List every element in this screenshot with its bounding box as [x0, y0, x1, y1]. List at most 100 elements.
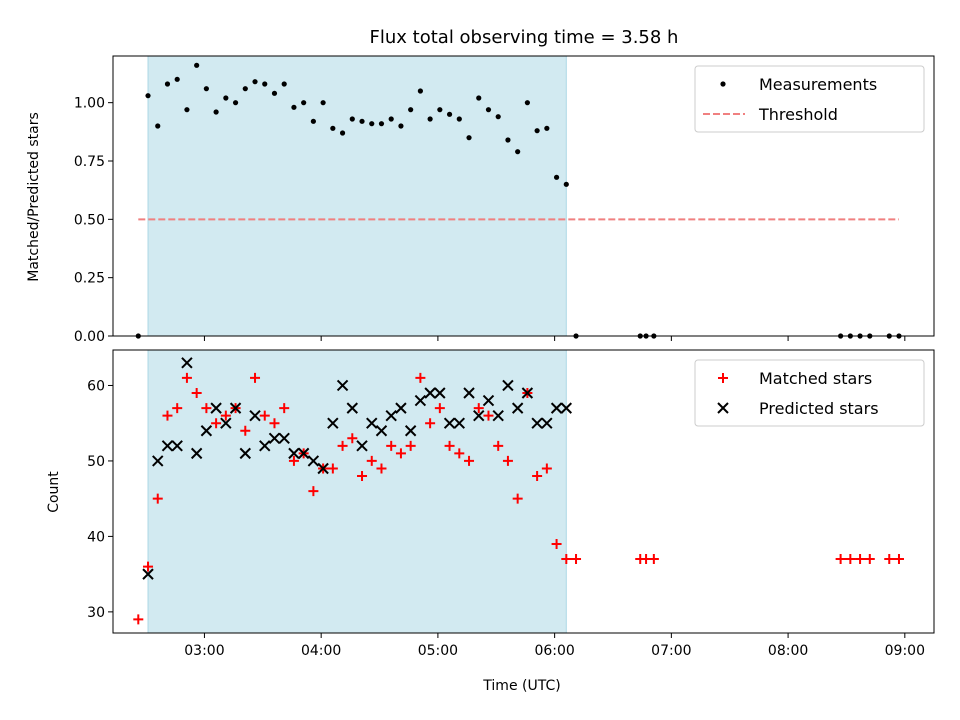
top-legend-box — [694, 65, 925, 133]
bottom-series-0-point-1 — [143, 561, 154, 572]
bottom-y-tick-label-1: 40 — [87, 529, 105, 545]
bottom-series-1-point-32 — [453, 417, 466, 429]
bottom-panel: 03:00 04:00 05:00 06:00 07:00 08:00 09:00 30 40 5… — [87, 349, 935, 659]
bottom-series-1-point-25 — [385, 409, 397, 422]
top-series-0-point-32 — [446, 111, 453, 117]
top-series-0-point-41 — [534, 128, 540, 134]
bottom-series-1-point-40 — [531, 417, 543, 429]
bottom-series-0-point-14 — [269, 418, 280, 429]
top-series-0-point-11 — [242, 86, 248, 92]
bottom-series-1-point-34 — [473, 409, 485, 422]
bottom-series-0-point-20 — [327, 463, 338, 474]
top-series-0-point-37 — [495, 114, 501, 120]
bottom-series-1-point-17 — [307, 455, 320, 467]
top-series-0-point-13 — [262, 81, 268, 87]
top-series-0-point-43 — [553, 174, 560, 180]
top-series-0-point-22 — [349, 116, 355, 122]
top-series-0-point-20 — [330, 125, 336, 131]
top-y-tick-label-4: 1.00 — [74, 96, 105, 112]
top-series-0-point-6 — [194, 62, 200, 68]
top-panel: 0.00 0.25 0.50 0.75 1.00 Measurements Threshol… — [74, 55, 935, 345]
bottom-series-1-point-0 — [142, 568, 154, 580]
bottom-series-1-point-39 — [521, 387, 534, 399]
bottom-series-0-point-31 — [434, 403, 445, 414]
top-series-0-point-9 — [223, 95, 229, 101]
bottom-y-axis-label: Count — [46, 471, 62, 513]
top-series-0-point-3 — [164, 81, 171, 87]
bottom-series-0-point-42 — [541, 463, 552, 474]
bottom-series-1-point-6 — [200, 425, 213, 437]
bottom-series-1-point-1 — [152, 455, 164, 467]
bottom-series-1-point-31 — [443, 417, 456, 429]
bottom-series-0-point-53 — [884, 554, 895, 565]
top-series-0-point-40 — [524, 100, 530, 106]
bottom-series-0-point-0 — [133, 614, 144, 625]
top-series-0-point-24 — [369, 121, 375, 127]
bottom-x-tick-label-3: 06:00 — [534, 643, 574, 659]
bottom-legend-swatch-1 — [717, 402, 729, 414]
bottom-series-1-point-42 — [550, 402, 563, 414]
top-series-0-point-18 — [310, 118, 316, 124]
bottom-series-0-point-51 — [855, 554, 866, 565]
bottom-series-0-point-18 — [308, 486, 319, 497]
top-series-0-point-44 — [563, 181, 569, 187]
bottom-series-0-point-50 — [845, 554, 856, 565]
bottom-series-0-point-52 — [864, 554, 875, 565]
top-y-axis-label: Matched/Predicted stars — [26, 112, 42, 282]
chart-title: Flux total observing time = 3.58 h — [370, 27, 679, 48]
top-legend-label-0: Measurements — [759, 75, 877, 94]
bottom-series-1-point-8 — [220, 417, 232, 429]
bottom-series-1-point-14 — [278, 432, 290, 445]
bottom-y-tick-label-0: 30 — [87, 605, 105, 621]
bottom-series-1-point-20 — [336, 379, 349, 392]
bottom-series-0-point-33 — [454, 448, 465, 459]
top-series-0-point-28 — [408, 107, 414, 113]
bottom-series-1-point-24 — [375, 425, 388, 437]
bottom-series-0-point-39 — [512, 493, 523, 504]
top-series-0-point-34 — [466, 135, 472, 141]
bottom-series-0-point-5 — [181, 372, 192, 383]
top-series-0-point-8 — [213, 109, 219, 115]
bottom-series-0-point-26 — [386, 440, 397, 451]
bottom-legend-box — [694, 359, 925, 427]
bottom-series-0-point-49 — [835, 554, 846, 565]
bottom-series-0-point-34 — [464, 455, 475, 466]
bottom-series-1-point-28 — [414, 394, 427, 407]
top-series-0-point-2 — [155, 123, 161, 129]
bottom-series-1-point-41 — [541, 417, 553, 429]
bottom-x-tick-label-5: 08:00 — [768, 643, 808, 659]
top-legend-label-1: Threshold — [758, 105, 838, 124]
bottom-series-1-point-23 — [366, 417, 378, 429]
bottom-series-1-point-13 — [268, 432, 281, 445]
bottom-legend-swatch-0 — [718, 373, 728, 383]
bottom-series-1-point-26 — [395, 402, 407, 414]
bottom-series-1-point-36 — [492, 409, 504, 422]
bottom-series-1-point-22 — [356, 440, 368, 452]
top-series-0-point-29 — [417, 88, 423, 94]
bottom-x-tick-label-0: 03:00 — [184, 643, 224, 659]
bottom-series-1-point-18 — [317, 462, 329, 475]
bottom-series-0-point-12 — [250, 372, 261, 383]
bottom-series-0-point-11 — [240, 425, 251, 436]
top-series-0-point-7 — [203, 86, 209, 92]
top-y-tick-label-3: 0.75 — [74, 154, 105, 170]
bottom-series-0-point-45 — [571, 554, 582, 565]
bottom-series-1-point-38 — [511, 402, 524, 414]
top-series-0-point-12 — [252, 79, 258, 85]
bottom-legend: Matched stars Predicted stars — [694, 359, 925, 427]
bottom-observing-window — [147, 349, 567, 634]
bottom-series-1-point-19 — [327, 417, 339, 429]
bottom-series-0-point-15 — [279, 403, 290, 414]
top-series-0-point-5 — [184, 107, 190, 113]
bottom-series-1-point-33 — [463, 387, 475, 399]
bottom-series-1-point-11 — [249, 409, 261, 422]
top-y-tick-label-1: 0.25 — [74, 271, 105, 287]
top-series-0-point-16 — [291, 104, 297, 110]
bottom-axes-frame — [112, 349, 935, 634]
bottom-series-0-point-13 — [259, 410, 270, 421]
bottom-series-0-point-8 — [211, 418, 222, 429]
x-axis-label: Time (UTC) — [482, 678, 560, 694]
bottom-series-0-point-36 — [483, 410, 494, 421]
bottom-x-tick-label-6: 09:00 — [885, 643, 925, 659]
bottom-legend-label-0: Matched stars — [759, 369, 872, 388]
